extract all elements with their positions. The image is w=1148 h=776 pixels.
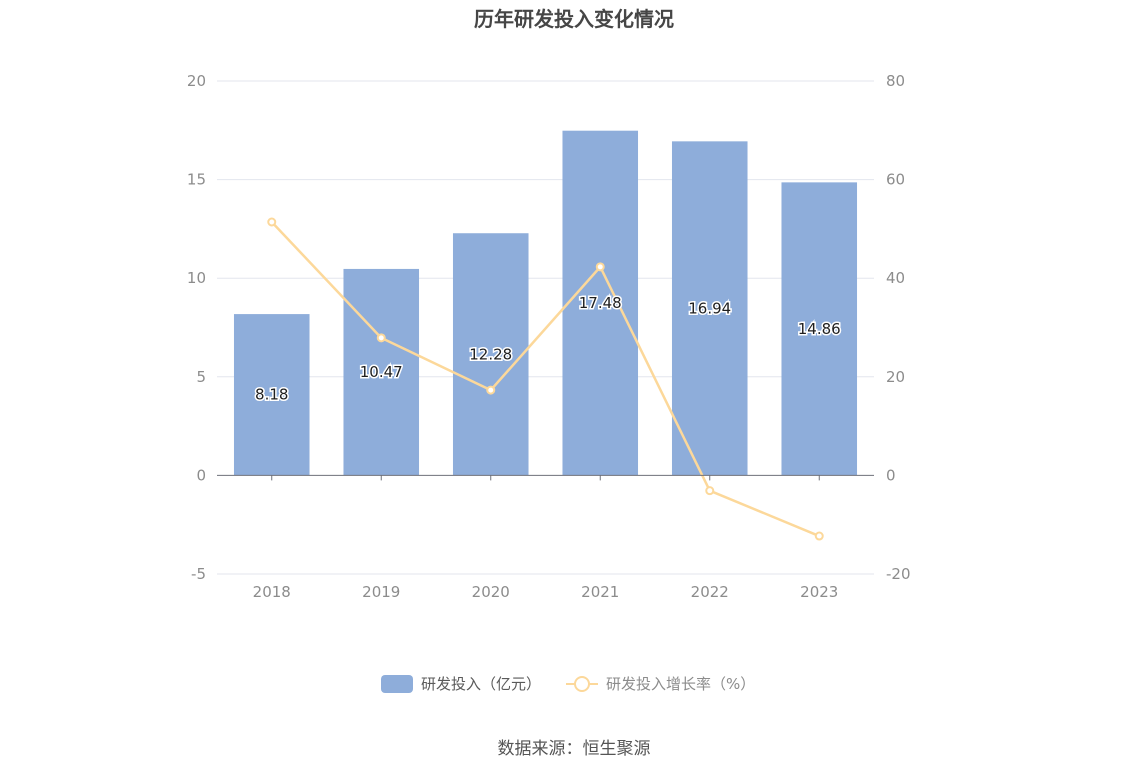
axis-layer: -5 0 5 10 15 20 -20 0 20 40 60 80 2018 2019 2020 2021 20…	[187, 72, 911, 601]
left-tick-label: 10	[187, 269, 206, 287]
right-tick-label: 60	[886, 171, 905, 189]
growth-point	[595, 262, 605, 272]
right-tick-label: 20	[886, 368, 905, 386]
source-note: 数据来源：恒生聚源	[498, 739, 651, 759]
x-tick-label: 2020	[472, 583, 510, 601]
legend-bar-swatch	[381, 675, 413, 693]
left-tick-label: 5	[196, 368, 206, 386]
bar-value-label: 17.48	[579, 294, 622, 312]
line-layer	[267, 217, 824, 541]
right-tick-label: 40	[886, 269, 905, 287]
bar	[671, 141, 748, 476]
x-tick-label: 2018	[253, 583, 291, 601]
bar-value-label: 8.18	[255, 386, 288, 404]
bar-value-label: 10.47	[360, 363, 403, 381]
bar	[343, 268, 420, 476]
bar-value-label: 12.28	[469, 345, 512, 363]
labels-layer: 8.18 10.47 12.28 17.48 16.94 14.86	[254, 293, 843, 406]
left-tick-label: 20	[187, 72, 206, 90]
right-tick-label: 80	[886, 72, 905, 90]
legend-item-line[interactable]: 研发投入增长率（%）	[566, 675, 755, 693]
legend-line-label: 研发投入增长率（%）	[606, 675, 755, 693]
left-tick-label: 0	[196, 466, 206, 484]
legend-item-bar[interactable]: 研发投入（亿元）	[381, 675, 541, 693]
x-tick-label: 2022	[691, 583, 729, 601]
bar	[562, 130, 639, 476]
bar	[452, 233, 529, 476]
growth-point	[267, 217, 277, 227]
bar	[233, 314, 310, 476]
x-tick-label: 2023	[800, 583, 838, 601]
bars-layer	[233, 130, 858, 476]
right-tick-label: 0	[886, 466, 896, 484]
x-tick-label: 2021	[581, 583, 619, 601]
legend-bar-label: 研发投入（亿元）	[421, 675, 541, 693]
left-tick-label: 15	[187, 171, 206, 189]
left-tick-label: -5	[191, 565, 206, 583]
growth-point	[486, 385, 496, 395]
legend-line-marker	[574, 676, 590, 692]
bar-value-label: 14.86	[798, 320, 841, 338]
growth-point	[705, 486, 715, 496]
x-tick-label: 2019	[362, 583, 400, 601]
bar	[781, 182, 858, 476]
chart-title: 历年研发投入变化情况	[474, 7, 674, 31]
right-tick-label: -20	[886, 565, 911, 583]
growth-line	[270, 221, 820, 538]
growth-point	[814, 531, 824, 541]
bar-value-label: 16.94	[688, 299, 731, 317]
growth-point	[376, 333, 386, 343]
legend: 研发投入（亿元） 研发投入增长率（%）	[381, 675, 755, 693]
